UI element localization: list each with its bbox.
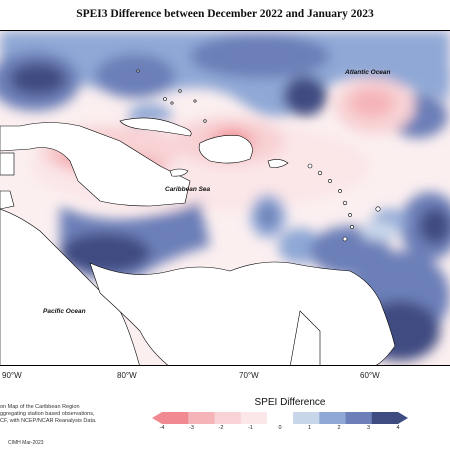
hispaniola [198,135,253,164]
map-title: SPEI3 Difference between December 2022 a… [76,8,374,20]
legend-swatch [371,412,399,424]
legend-swatch [345,412,373,424]
legend-tick-label: -4 [159,425,165,431]
small-islands [136,69,381,242]
footnote: on Map of the Caribbean Region ggregatin… [0,404,97,425]
caribbean-sea-label: Caribbean Sea [165,186,211,193]
legend-tick-label: 4 [396,425,400,431]
legend-tick-label: 3 [366,425,371,431]
legend-colorbar [152,412,408,424]
pacific-ocean-label: Pacific Ocean [43,308,86,315]
puerto-rico [267,159,289,168]
footnote-line: ggregating station based observations, [0,411,95,417]
longitude-label: 60°W [360,371,380,380]
central-america [0,208,140,365]
land-masses [0,117,396,365]
legend-arrow-low [152,412,162,424]
legend-swatch [240,412,268,424]
inset-box [0,152,15,176]
legend-arrow-high [398,412,408,424]
legend-tick-label: 1 [307,425,312,431]
map-area: Atlantic Ocean Caribbean Sea Pacific Oce… [0,30,450,366]
legend-swatch [214,412,242,424]
legend-tick-label: -1 [248,425,253,431]
legend-swatch [162,412,189,424]
legend-swatch [188,412,215,424]
legend-tick-label: -2 [218,425,224,431]
legend-tick-label: 0 [278,425,282,431]
longitude-label: 70°W [239,371,259,380]
color-legend: -4 -3 -2 -1 0 1 2 3 4 [140,412,420,438]
legend-swatch [293,412,320,424]
longitude-label: 90°W [2,371,22,380]
longitude-label: 80°W [117,371,137,380]
legend-swatch [266,412,294,424]
legend-swatch [319,412,347,424]
atlantic-ocean-label: Atlantic Ocean [344,69,391,76]
legend-tick-label: 2 [337,425,341,431]
footnote-line: on Map of the Caribbean Region [0,404,80,410]
jamaica [169,168,189,177]
coast-segment [0,190,15,210]
cuba [119,117,192,137]
footnote-line: CF, with NCEP/NCAR Reanalysis Data. [0,418,97,424]
legend-title: SPEI Difference [254,397,326,408]
south-america-interior [290,310,321,365]
credit-text: CIMH Mar-2023 [8,440,44,446]
legend-tick-label: -3 [189,425,194,431]
mainland-north [0,122,191,207]
